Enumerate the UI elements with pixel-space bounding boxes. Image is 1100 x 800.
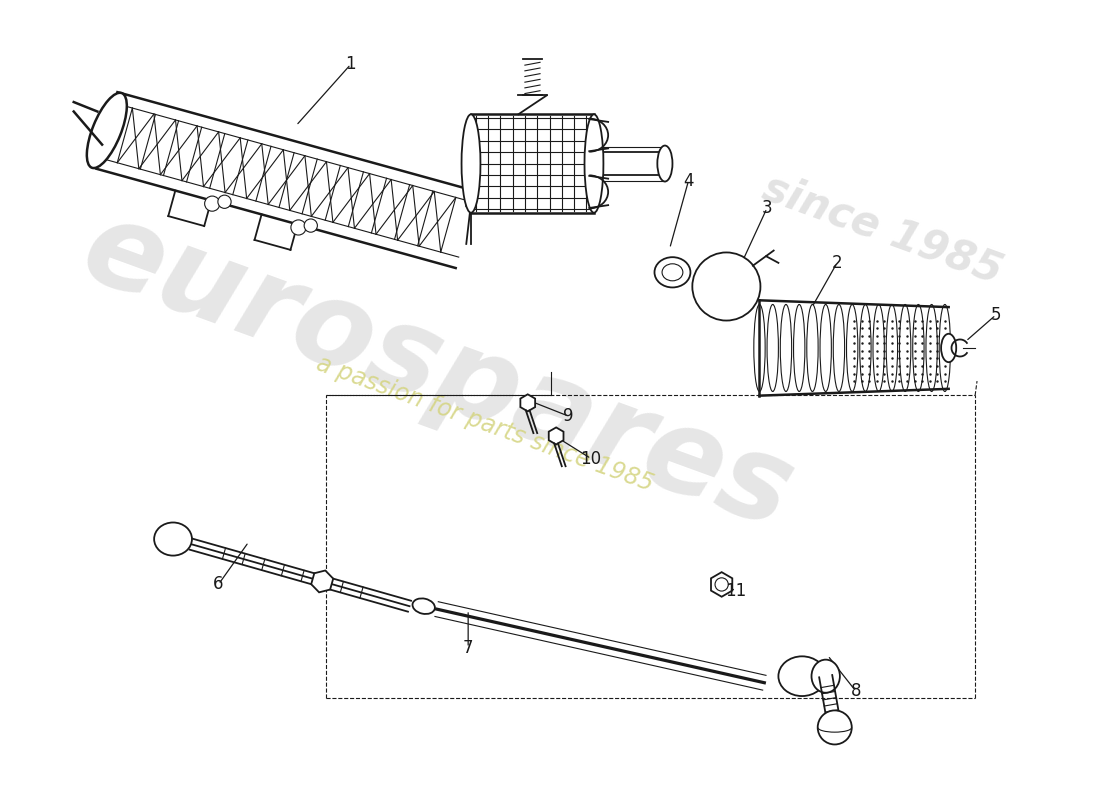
Ellipse shape <box>887 305 898 391</box>
Ellipse shape <box>780 305 792 391</box>
Ellipse shape <box>87 93 126 168</box>
Ellipse shape <box>754 305 766 391</box>
Circle shape <box>692 253 760 321</box>
Ellipse shape <box>847 305 858 391</box>
Ellipse shape <box>654 257 691 287</box>
Text: 7: 7 <box>463 639 473 657</box>
Text: since 1985: since 1985 <box>757 167 1008 293</box>
Text: 11: 11 <box>725 582 747 600</box>
Ellipse shape <box>658 146 672 182</box>
Ellipse shape <box>662 264 683 281</box>
Circle shape <box>715 578 728 591</box>
Circle shape <box>205 196 220 211</box>
Ellipse shape <box>779 656 826 696</box>
Text: 1: 1 <box>345 55 356 74</box>
Ellipse shape <box>820 305 832 391</box>
Ellipse shape <box>860 305 871 391</box>
Ellipse shape <box>584 114 604 213</box>
Ellipse shape <box>834 305 845 391</box>
Text: 5: 5 <box>991 306 1001 324</box>
Circle shape <box>304 219 318 232</box>
Ellipse shape <box>767 305 779 391</box>
Text: 2: 2 <box>832 254 843 272</box>
Circle shape <box>218 195 231 208</box>
Text: eurospares: eurospares <box>67 190 808 554</box>
Ellipse shape <box>462 114 481 213</box>
Text: 9: 9 <box>563 407 574 425</box>
Text: a passion for parts since 1985: a passion for parts since 1985 <box>314 351 657 496</box>
Circle shape <box>290 220 306 235</box>
Ellipse shape <box>939 305 950 391</box>
Text: 10: 10 <box>581 450 602 468</box>
Ellipse shape <box>873 305 884 391</box>
Text: 4: 4 <box>683 171 694 190</box>
Ellipse shape <box>942 334 956 362</box>
Ellipse shape <box>812 660 840 693</box>
Ellipse shape <box>926 305 937 391</box>
Ellipse shape <box>913 305 924 391</box>
Ellipse shape <box>412 598 434 614</box>
Ellipse shape <box>154 522 192 555</box>
Text: 3: 3 <box>761 199 772 217</box>
Ellipse shape <box>806 305 818 391</box>
Circle shape <box>817 710 851 745</box>
Text: 8: 8 <box>850 682 861 700</box>
Ellipse shape <box>793 305 805 391</box>
Text: 6: 6 <box>213 575 223 594</box>
Ellipse shape <box>900 305 911 391</box>
